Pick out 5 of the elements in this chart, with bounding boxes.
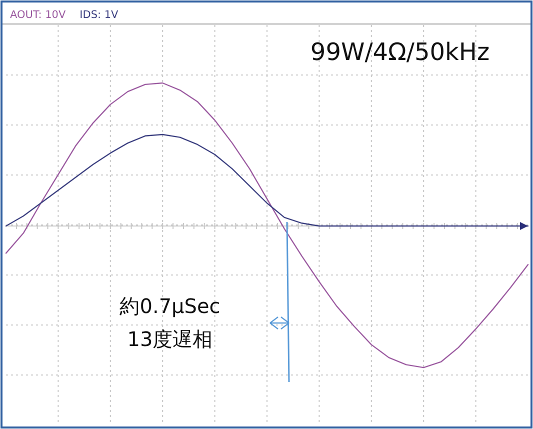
- annotation: 約0.7μSec: [120, 294, 220, 318]
- text: IDS: 1V: [80, 9, 120, 21]
- text: 99W/4Ω/50kHz: [310, 38, 490, 66]
- text: AOUT: 10V: [10, 9, 66, 21]
- annotation: 13度遅相: [127, 327, 213, 351]
